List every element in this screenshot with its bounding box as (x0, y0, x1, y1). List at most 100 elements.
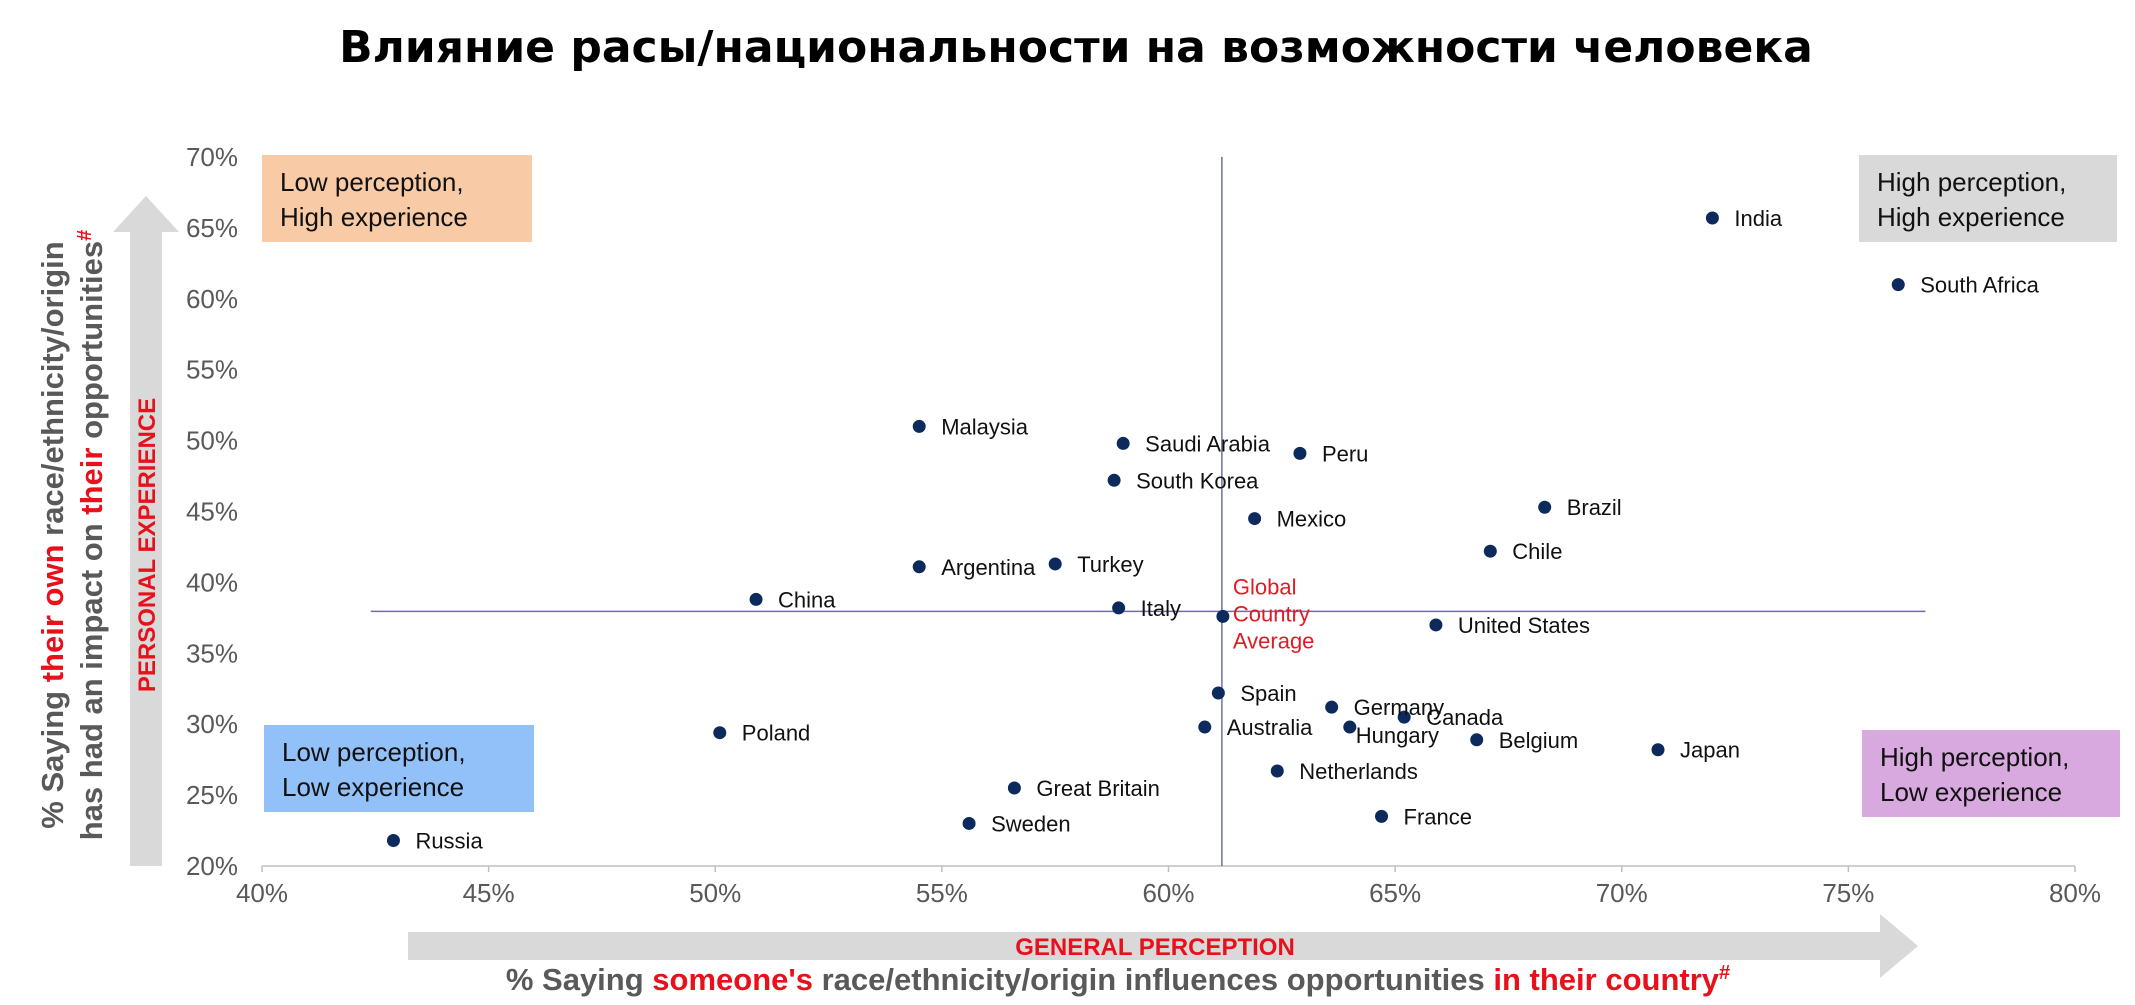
point-label: Turkey (1077, 552, 1143, 577)
y-tick-label: 60% (186, 284, 238, 314)
point-label: South Africa (1920, 273, 2039, 298)
point-india (1705, 211, 1719, 225)
average-label: Country (1233, 601, 1310, 626)
y-band-label: PERSONAL EXPERIENCE (134, 398, 161, 692)
quadrant-label-bl: Low perception, (282, 737, 466, 767)
y-tick-label: 30% (186, 709, 238, 739)
point-label: Japan (1680, 738, 1740, 763)
point-label: Netherlands (1299, 759, 1418, 784)
point-mexico (1248, 512, 1262, 526)
point-canada (1397, 710, 1411, 724)
axis-title-part: their own (35, 544, 70, 682)
point-sweden (962, 816, 976, 830)
point-label: Italy (1141, 596, 1181, 621)
point-great-britain (1007, 781, 1021, 795)
x-tick-label: 70% (1596, 878, 1648, 908)
point-label: Argentina (941, 555, 1036, 580)
quadrant-label-br: Low experience (1880, 777, 2062, 807)
quadrant-label-tl: High experience (280, 202, 468, 232)
quadrant-box-tl (262, 155, 532, 242)
point-label: Belgium (1499, 728, 1578, 753)
quadrant-boxes: Low perception, High experience High perce… (262, 155, 2120, 817)
point-hungary (1343, 720, 1357, 734)
x-tick-label: 50% (689, 878, 741, 908)
point-argentina (912, 560, 926, 574)
quadrant-label-tl: Low perception, (280, 167, 464, 197)
point-united-states (1429, 618, 1443, 632)
x-tick-label: 40% (236, 878, 288, 908)
chart-title: Влияние расы/национальности на возможнос… (339, 22, 1813, 73)
point-italy (1112, 601, 1126, 615)
y-axis-title-line2: has had an impact on their opportunities… (74, 230, 109, 841)
quadrant-box-tr (1859, 155, 2117, 242)
y-tick-label: 50% (186, 426, 238, 456)
y-tick-label: 70% (186, 142, 238, 172)
point-label: India (1734, 206, 1782, 231)
point-label: Germany (1354, 695, 1444, 720)
x-tick-label: 65% (1369, 878, 1421, 908)
point-label: Poland (742, 721, 811, 746)
point-label: South Korea (1136, 468, 1259, 493)
point-china (749, 592, 763, 606)
point-brazil (1538, 500, 1552, 514)
point-japan (1651, 743, 1665, 757)
point-russia (386, 833, 400, 847)
point-label: China (778, 587, 836, 612)
axis-title-part: race/ethnicity/origin influences opportu… (813, 962, 1493, 997)
y-tick-label: 25% (186, 780, 238, 810)
x-axis-title: % Saying someone's race/ethnicity/origin… (506, 962, 1730, 997)
point-label: Malaysia (941, 414, 1029, 439)
average-label: Global (1233, 574, 1297, 599)
y-axis-arrow (113, 196, 179, 866)
y-tick-label: 65% (186, 213, 238, 243)
point-label: Great Britain (1036, 776, 1160, 801)
axis-title-part: opportunities (74, 241, 109, 448)
point-turkey (1048, 557, 1062, 571)
point-label: Sweden (991, 811, 1071, 836)
axis-title-part: someone's (652, 962, 813, 997)
x-tick-label: 55% (916, 878, 968, 908)
quadrant-label-tr: High perception, (1877, 167, 2066, 197)
quadrant-label-br: High perception, (1880, 742, 2069, 772)
point-label: Saudi Arabia (1145, 431, 1271, 456)
point-france (1375, 809, 1389, 823)
point-label: Hungary (1356, 723, 1439, 748)
point-saudi-arabia (1116, 436, 1130, 450)
point-labels: India South Africa Malaysia Saudi Arabia Per… (415, 206, 2039, 854)
point-label: Spain (1240, 681, 1296, 706)
point-peru (1293, 446, 1307, 460)
x-axis-arrow (408, 914, 1918, 978)
axis-title-part: # (74, 230, 96, 241)
axis-title-part: in their country (1493, 962, 1719, 997)
point-south-africa (1891, 278, 1905, 292)
point-poland (713, 726, 727, 740)
y-tick-label: 20% (186, 851, 238, 881)
point-label: Mexico (1277, 507, 1347, 532)
point-belgium (1470, 733, 1484, 747)
x-band-label: GENERAL PERCEPTION (1015, 934, 1295, 961)
axis-title-part: race/ethnicity/origin (35, 241, 70, 544)
axes: 40% 45% 50% 55% 60% 65% 70% 75% 80% 20% 25% 30% 35% 4… (186, 142, 2101, 908)
quadrant-box-bl (264, 725, 534, 812)
x-tick-label: 60% (1142, 878, 1194, 908)
point-chile (1483, 544, 1497, 558)
point-label: Chile (1512, 539, 1562, 564)
axis-title-part: their (74, 448, 109, 515)
quadrant-label-bl: Low experience (282, 772, 464, 802)
point-malaysia (912, 419, 926, 433)
y-axis-title-line1: % Saying their own race/ethnicity/origin (35, 241, 70, 828)
y-tick-label: 45% (186, 497, 238, 527)
axis-title-part: % Saying (506, 962, 652, 997)
y-tick-label: 40% (186, 567, 238, 597)
axis-title-part: has had an impact on (74, 515, 109, 841)
y-tick-label: 55% (186, 355, 238, 385)
quadrant-box-br (1862, 730, 2120, 817)
point-australia (1198, 720, 1212, 734)
axis-title-part: % Saying (35, 682, 70, 828)
axis-arrows: GENERAL PERCEPTION PERSONAL EXPERIENCE % S… (35, 196, 1918, 997)
point-label: France (1404, 804, 1472, 829)
x-tick-label: 80% (2049, 878, 2101, 908)
point-label: Russia (415, 828, 483, 853)
